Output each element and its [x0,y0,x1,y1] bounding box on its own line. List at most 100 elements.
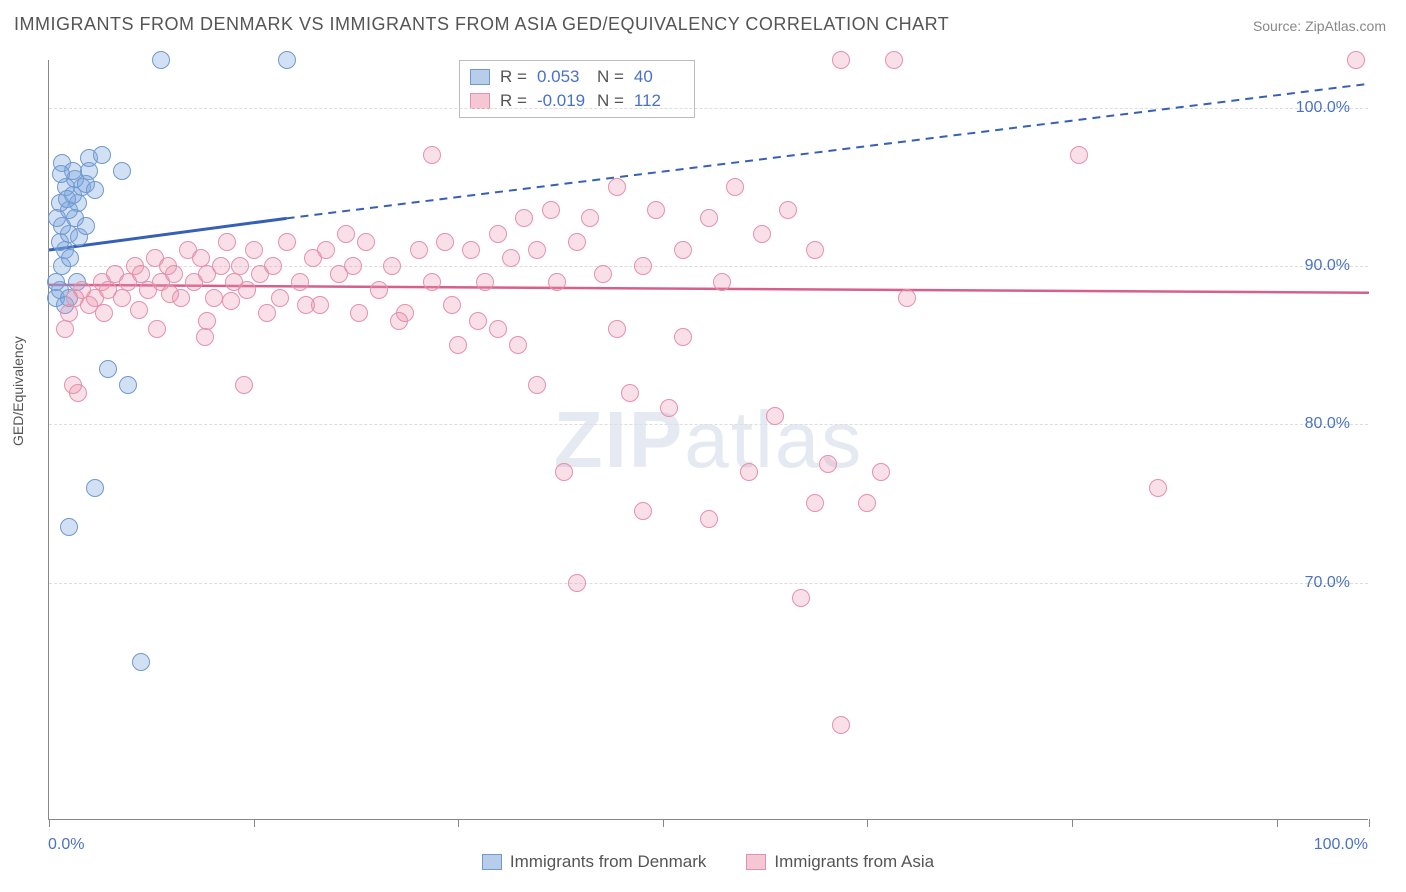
data-point [634,502,652,520]
data-point [489,225,507,243]
x-tick [1277,819,1278,827]
data-point [86,479,104,497]
y-axis-label: GED/Equivalency [10,336,26,446]
data-point [594,265,612,283]
stats-row: R =0.053N =40 [470,65,684,89]
data-point [726,178,744,196]
n-value: 40 [634,67,684,87]
data-point [383,257,401,275]
data-point [449,336,467,354]
data-point [161,285,179,303]
data-point [86,181,104,199]
data-point [238,281,256,299]
y-tick-label: 100.0% [1296,99,1350,117]
x-tick [254,819,255,827]
gridline [49,108,1368,109]
data-point [56,320,74,338]
data-point [469,312,487,330]
data-point [119,376,137,394]
data-point [700,209,718,227]
data-point [48,209,66,227]
data-point [674,328,692,346]
data-point [489,320,507,338]
data-point [77,217,95,235]
data-point [700,510,718,528]
watermark: ZIPatlas [554,394,863,486]
data-point [222,292,240,310]
legend-item: Immigrants from Asia [746,852,934,872]
x-tick-label-left: 0.0% [48,836,84,854]
bottom-legend: Immigrants from Denmark Immigrants from A… [48,852,1368,872]
data-point [753,225,771,243]
data-point [291,273,309,291]
data-point [502,249,520,267]
data-point [832,716,850,734]
x-tick [1369,819,1370,827]
data-point [64,376,82,394]
data-point [621,384,639,402]
x-tick [458,819,459,827]
data-point [443,296,461,314]
data-point [462,241,480,259]
legend-swatch [470,69,490,85]
legend-label: Immigrants from Denmark [510,852,706,872]
x-tick [1072,819,1073,827]
data-point [647,201,665,219]
data-point [528,241,546,259]
y-tick-label: 70.0% [1305,574,1350,592]
data-point [1070,146,1088,164]
x-tick [663,819,664,827]
data-point [766,407,784,425]
data-point [95,304,113,322]
legend-item: Immigrants from Denmark [482,852,706,872]
legend-swatch [482,854,502,870]
data-point [674,241,692,259]
r-value: 0.053 [537,67,587,87]
data-point [872,463,890,481]
data-point [58,190,76,208]
data-point [436,233,454,251]
stats-row: R =-0.019N =112 [470,89,684,113]
data-point [423,273,441,291]
data-point [858,494,876,512]
data-point [52,165,70,183]
data-point [515,209,533,227]
data-point [61,249,79,267]
data-point [410,241,428,259]
x-tick [867,819,868,827]
data-point [60,518,78,536]
data-point [608,178,626,196]
data-point [581,209,599,227]
data-point [258,304,276,322]
data-point [542,201,560,219]
x-tick-label-right: 100.0% [1314,836,1368,854]
data-point [568,233,586,251]
data-point [132,653,150,671]
legend-label: Immigrants from Asia [774,852,934,872]
data-point [357,233,375,251]
data-point [235,376,253,394]
data-point [1347,51,1365,69]
data-point [344,257,362,275]
data-point [297,296,315,314]
n-label: N = [597,67,624,87]
data-point [792,589,810,607]
stats-legend: R =0.053N =40R =-0.019N =112 [459,60,695,118]
data-point [264,257,282,275]
data-point [832,51,850,69]
chart-title: IMMIGRANTS FROM DENMARK VS IMMIGRANTS FR… [14,14,949,35]
data-point [93,146,111,164]
data-point [370,281,388,299]
y-tick-label: 90.0% [1305,257,1350,275]
legend-swatch [746,854,766,870]
data-point [113,289,131,307]
gridline [49,424,1368,425]
y-tick-label: 80.0% [1305,415,1350,433]
plot-area: ZIPatlas R =0.053N =40R =-0.019N =112 70… [48,60,1368,820]
trend-line-dashed [287,84,1369,219]
trend-layer [49,60,1369,820]
data-point [1149,479,1167,497]
data-point [509,336,527,354]
data-point [271,289,289,307]
data-point [278,233,296,251]
